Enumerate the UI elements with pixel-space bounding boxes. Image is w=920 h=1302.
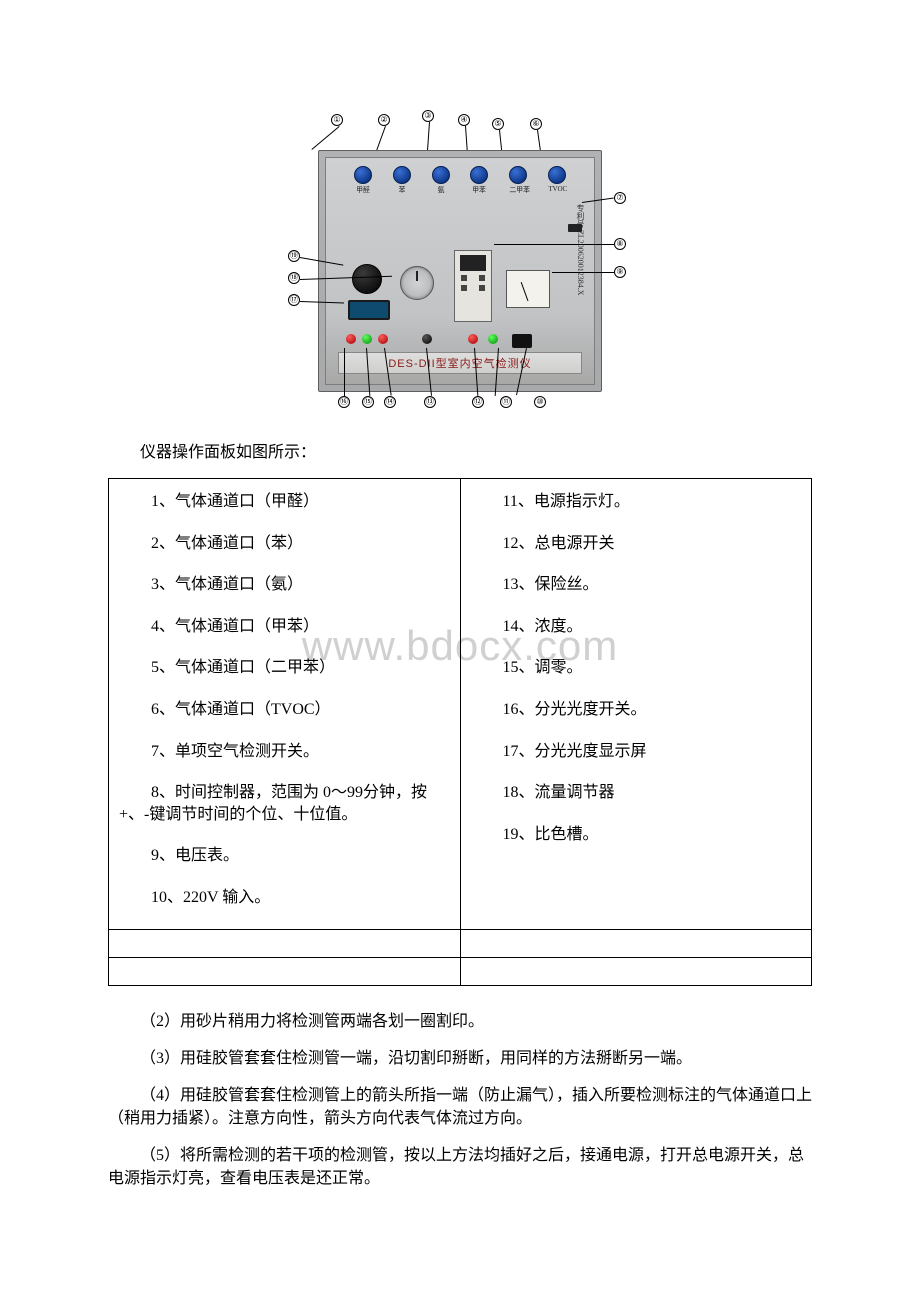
list-item: 11、电源指示灯。 — [471, 491, 802, 513]
empty-cell — [109, 929, 461, 957]
legend-left-cell: 1、气体通道口（甲醛） 2、气体通道口（苯） 3、气体通道口（氨） 4、气体通道… — [109, 479, 461, 930]
panel-enclosure: 甲醛 苯 氨 甲苯 二甲苯 TVOC 专利号 ZL200620012384.X — [318, 150, 602, 392]
callout-4: ④ — [458, 114, 470, 126]
callout-line — [344, 348, 345, 396]
port-xylene: 二甲苯 — [508, 166, 528, 196]
list-item: 8、时间控制器，范围为 0～99分钟，按+、-键调节时间的个位、十位值。 — [119, 782, 450, 825]
callout-9: ⑨ — [614, 266, 626, 278]
callout-line — [552, 272, 614, 273]
callout-12: ⑫ — [472, 396, 484, 408]
figure-container: ① ② ③ ④ ⑤ ⑥ 甲醛 苯 氨 甲苯 二甲苯 — [108, 110, 812, 406]
callout-17: ⑰ — [288, 294, 300, 306]
callout-1: ① — [331, 114, 343, 126]
switch-zero — [362, 334, 372, 344]
port-toluene: 甲苯 — [469, 166, 489, 196]
list-item: 16、分光光度开关。 — [471, 699, 802, 721]
callout-14: ⑭ — [384, 396, 396, 408]
ac-inlet — [512, 334, 532, 348]
callout-2: ② — [378, 114, 390, 126]
callout-10: ⑩ — [534, 396, 546, 408]
timer-minus — [479, 275, 485, 281]
port-formaldehyde: 甲醛 — [353, 166, 373, 196]
list-item: 19、比色槽。 — [471, 824, 802, 846]
colorimetric-slot — [352, 264, 382, 294]
callout-6: ⑥ — [530, 118, 542, 130]
list-item: 17、分光光度显示屏 — [471, 741, 802, 763]
table-row: 1、气体通道口（甲醛） 2、气体通道口（苯） 3、气体通道口（氨） 4、气体通道… — [109, 479, 812, 930]
timer-plus — [461, 275, 467, 281]
spectrophotometer-display — [348, 300, 390, 320]
empty-cell — [109, 957, 461, 985]
paragraph: （4）用硅胶管套套住检测管上的箭头所指一端（防止漏气），插入所要检测标注的气体通… — [108, 1084, 812, 1130]
callout-line — [494, 244, 614, 245]
switch-conc — [378, 334, 388, 344]
callout-13: ⑬ — [424, 396, 436, 408]
list-item: 6、气体通道口（TVOC） — [119, 699, 450, 721]
callout-8: ⑧ — [614, 238, 626, 250]
callout-3: ③ — [422, 110, 434, 122]
list-item: 5、气体通道口（二甲苯） — [119, 657, 450, 679]
list-item: 15、调零。 — [471, 657, 802, 679]
detect-switch — [568, 224, 582, 232]
main-power-switch — [468, 334, 478, 344]
list-item: 9、电压表。 — [119, 845, 450, 867]
figure-caption: 仪器操作面板如图所示： — [108, 438, 812, 462]
list-item: 13、保险丝。 — [471, 574, 802, 596]
legend-right-cell: 11、电源指示灯。 12、总电源开关 13、保险丝。 14、浓度。 15、调零。… — [460, 479, 812, 930]
callout-5: ⑤ — [492, 118, 504, 130]
callout-7: ⑦ — [614, 192, 626, 204]
port-benzene: 苯 — [392, 166, 412, 196]
callout-19: ⑲ — [288, 250, 300, 262]
callout-15: ⑮ — [362, 396, 374, 408]
port-ammonia: 氨 — [431, 166, 451, 196]
callout-line — [311, 126, 339, 150]
table-row — [109, 929, 812, 957]
paragraph: （2）用砂片稍用力将检测管两端各划一圈割印。 — [108, 1010, 812, 1033]
callout-18: ⑱ — [288, 272, 300, 284]
list-item: 7、单项空气检测开关。 — [119, 741, 450, 763]
power-led — [488, 334, 498, 344]
empty-cell — [460, 957, 812, 985]
list-item: 2、气体通道口（苯） — [119, 533, 450, 555]
port-tvoc: TVOC — [547, 166, 567, 196]
table-row — [109, 957, 812, 985]
list-item: 10、220V 输入。 — [119, 887, 450, 909]
callout-circle: ① — [331, 114, 343, 126]
voltmeter — [506, 270, 550, 308]
timer-tens — [461, 285, 467, 291]
list-item: 4、气体通道口（甲苯） — [119, 616, 450, 638]
flow-regulator-dial — [400, 266, 434, 300]
list-item: 18、流量调节器 — [471, 782, 802, 804]
document-page: ① ② ③ ④ ⑤ ⑥ 甲醛 苯 氨 甲苯 二甲苯 — [0, 0, 920, 1245]
instrument-panel-figure: ① ② ③ ④ ⑤ ⑥ 甲醛 苯 氨 甲苯 二甲苯 — [284, 110, 636, 406]
patent-label: 专利号 ZL200620012384.X — [574, 204, 584, 296]
callout-11: ⑪ — [500, 396, 512, 408]
empty-cell — [460, 929, 812, 957]
port-row: 甲醛 苯 氨 甲苯 二甲苯 TVOC — [326, 166, 594, 196]
timer-controller — [454, 250, 492, 322]
list-item: 1、气体通道口（甲醛） — [119, 491, 450, 513]
timer-digits — [460, 255, 486, 271]
legend-table: 1、气体通道口（甲醛） 2、气体通道口（苯） 3、气体通道口（氨） 4、气体通道… — [108, 478, 812, 986]
switch-spectro — [346, 334, 356, 344]
list-item: 12、总电源开关 — [471, 533, 802, 555]
instrument-title: DES-DII型室内空气检测仪 — [338, 352, 582, 374]
callout-16: ⑯ — [338, 396, 350, 408]
paragraph: （3）用硅胶管套套住检测管一端，沿切割印掰断，用同样的方法掰断另一端。 — [108, 1047, 812, 1070]
list-item: 14、浓度。 — [471, 616, 802, 638]
timer-ones — [479, 285, 485, 291]
fuse — [422, 334, 432, 344]
paragraph: （5）将所需检测的若干项的检测管，按以上方法均插好之后，接通电源，打开总电源开关… — [108, 1144, 812, 1190]
list-item: 3、气体通道口（氨） — [119, 574, 450, 596]
